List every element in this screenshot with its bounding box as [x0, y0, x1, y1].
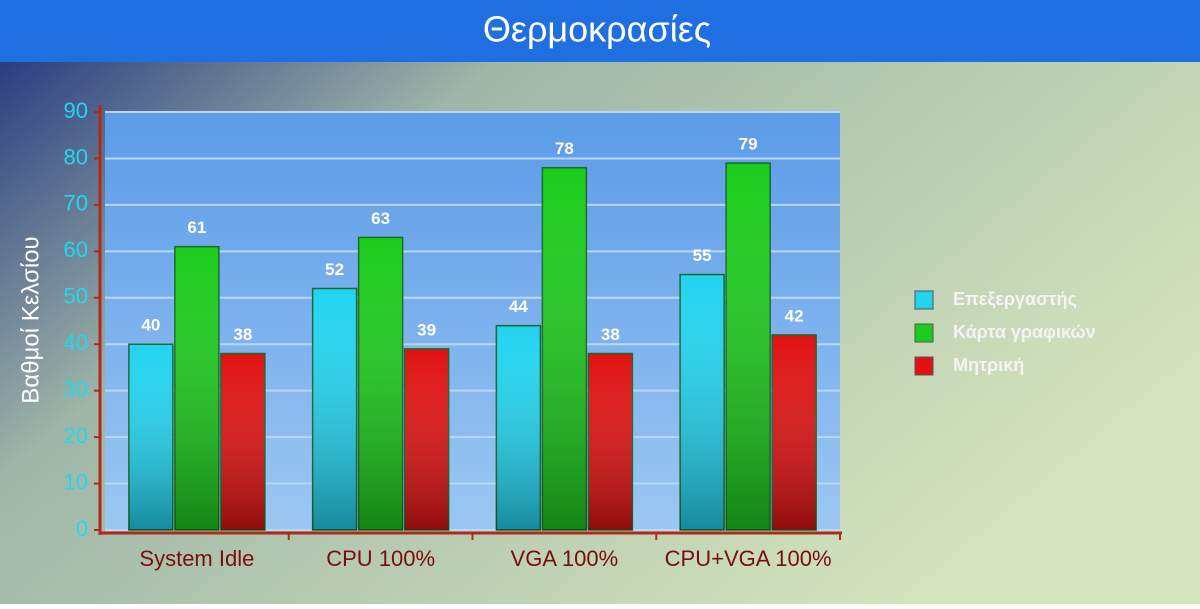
bar: [220, 352, 266, 531]
bar: [495, 324, 542, 531]
data-label: 44: [509, 297, 528, 316]
bar: [174, 245, 220, 531]
y-tick-label: 70: [64, 191, 88, 216]
data-label: 38: [233, 325, 252, 344]
data-label: 78: [555, 139, 574, 158]
x-tick-label: CPU 100%: [326, 546, 435, 571]
x-tick-label: VGA 100%: [511, 546, 619, 571]
x-tick-label: CPU+VGA 100%: [665, 546, 832, 571]
legend-swatch: [914, 290, 934, 310]
title-bar: [0, 0, 1200, 62]
bar: [403, 348, 450, 531]
y-tick-label: 80: [64, 144, 88, 169]
y-tick-label: 90: [64, 98, 88, 123]
y-tick-label: 60: [64, 237, 88, 262]
y-tick-label: 20: [64, 423, 88, 448]
legend-label: Μητρική: [953, 355, 1024, 375]
legend-label: Κάρτα γραφικών: [953, 322, 1096, 342]
y-tick-label: 40: [64, 330, 88, 355]
y-tick-label: 10: [64, 469, 88, 494]
data-label: 38: [601, 325, 620, 344]
bar: [771, 334, 817, 531]
legend-swatch: [914, 323, 934, 343]
data-label: 40: [141, 316, 160, 335]
data-label: 42: [785, 306, 804, 325]
y-tick-label: 50: [64, 284, 88, 309]
data-label: 63: [371, 209, 390, 228]
bar: [725, 162, 771, 531]
legend-swatch: [914, 356, 934, 376]
y-tick-label: 0: [76, 516, 88, 541]
data-label: 39: [417, 320, 436, 339]
y-axis-label: Βαθμοί Κελσίου: [17, 236, 44, 403]
data-label: 52: [325, 260, 344, 279]
y-tick-label: 30: [64, 376, 88, 401]
bar: [587, 352, 634, 531]
bar: [357, 236, 404, 531]
bar: [128, 343, 174, 531]
x-tick-label: System Idle: [139, 546, 254, 571]
bar: [541, 166, 588, 531]
bar: [679, 273, 725, 531]
data-label: 79: [739, 135, 758, 154]
bar: [311, 287, 358, 531]
chart-title: Θερμοκρασίες: [483, 9, 711, 50]
data-label: 61: [187, 218, 206, 237]
data-label: 55: [693, 246, 712, 265]
legend-label: Επεξεργαστής: [953, 289, 1077, 310]
